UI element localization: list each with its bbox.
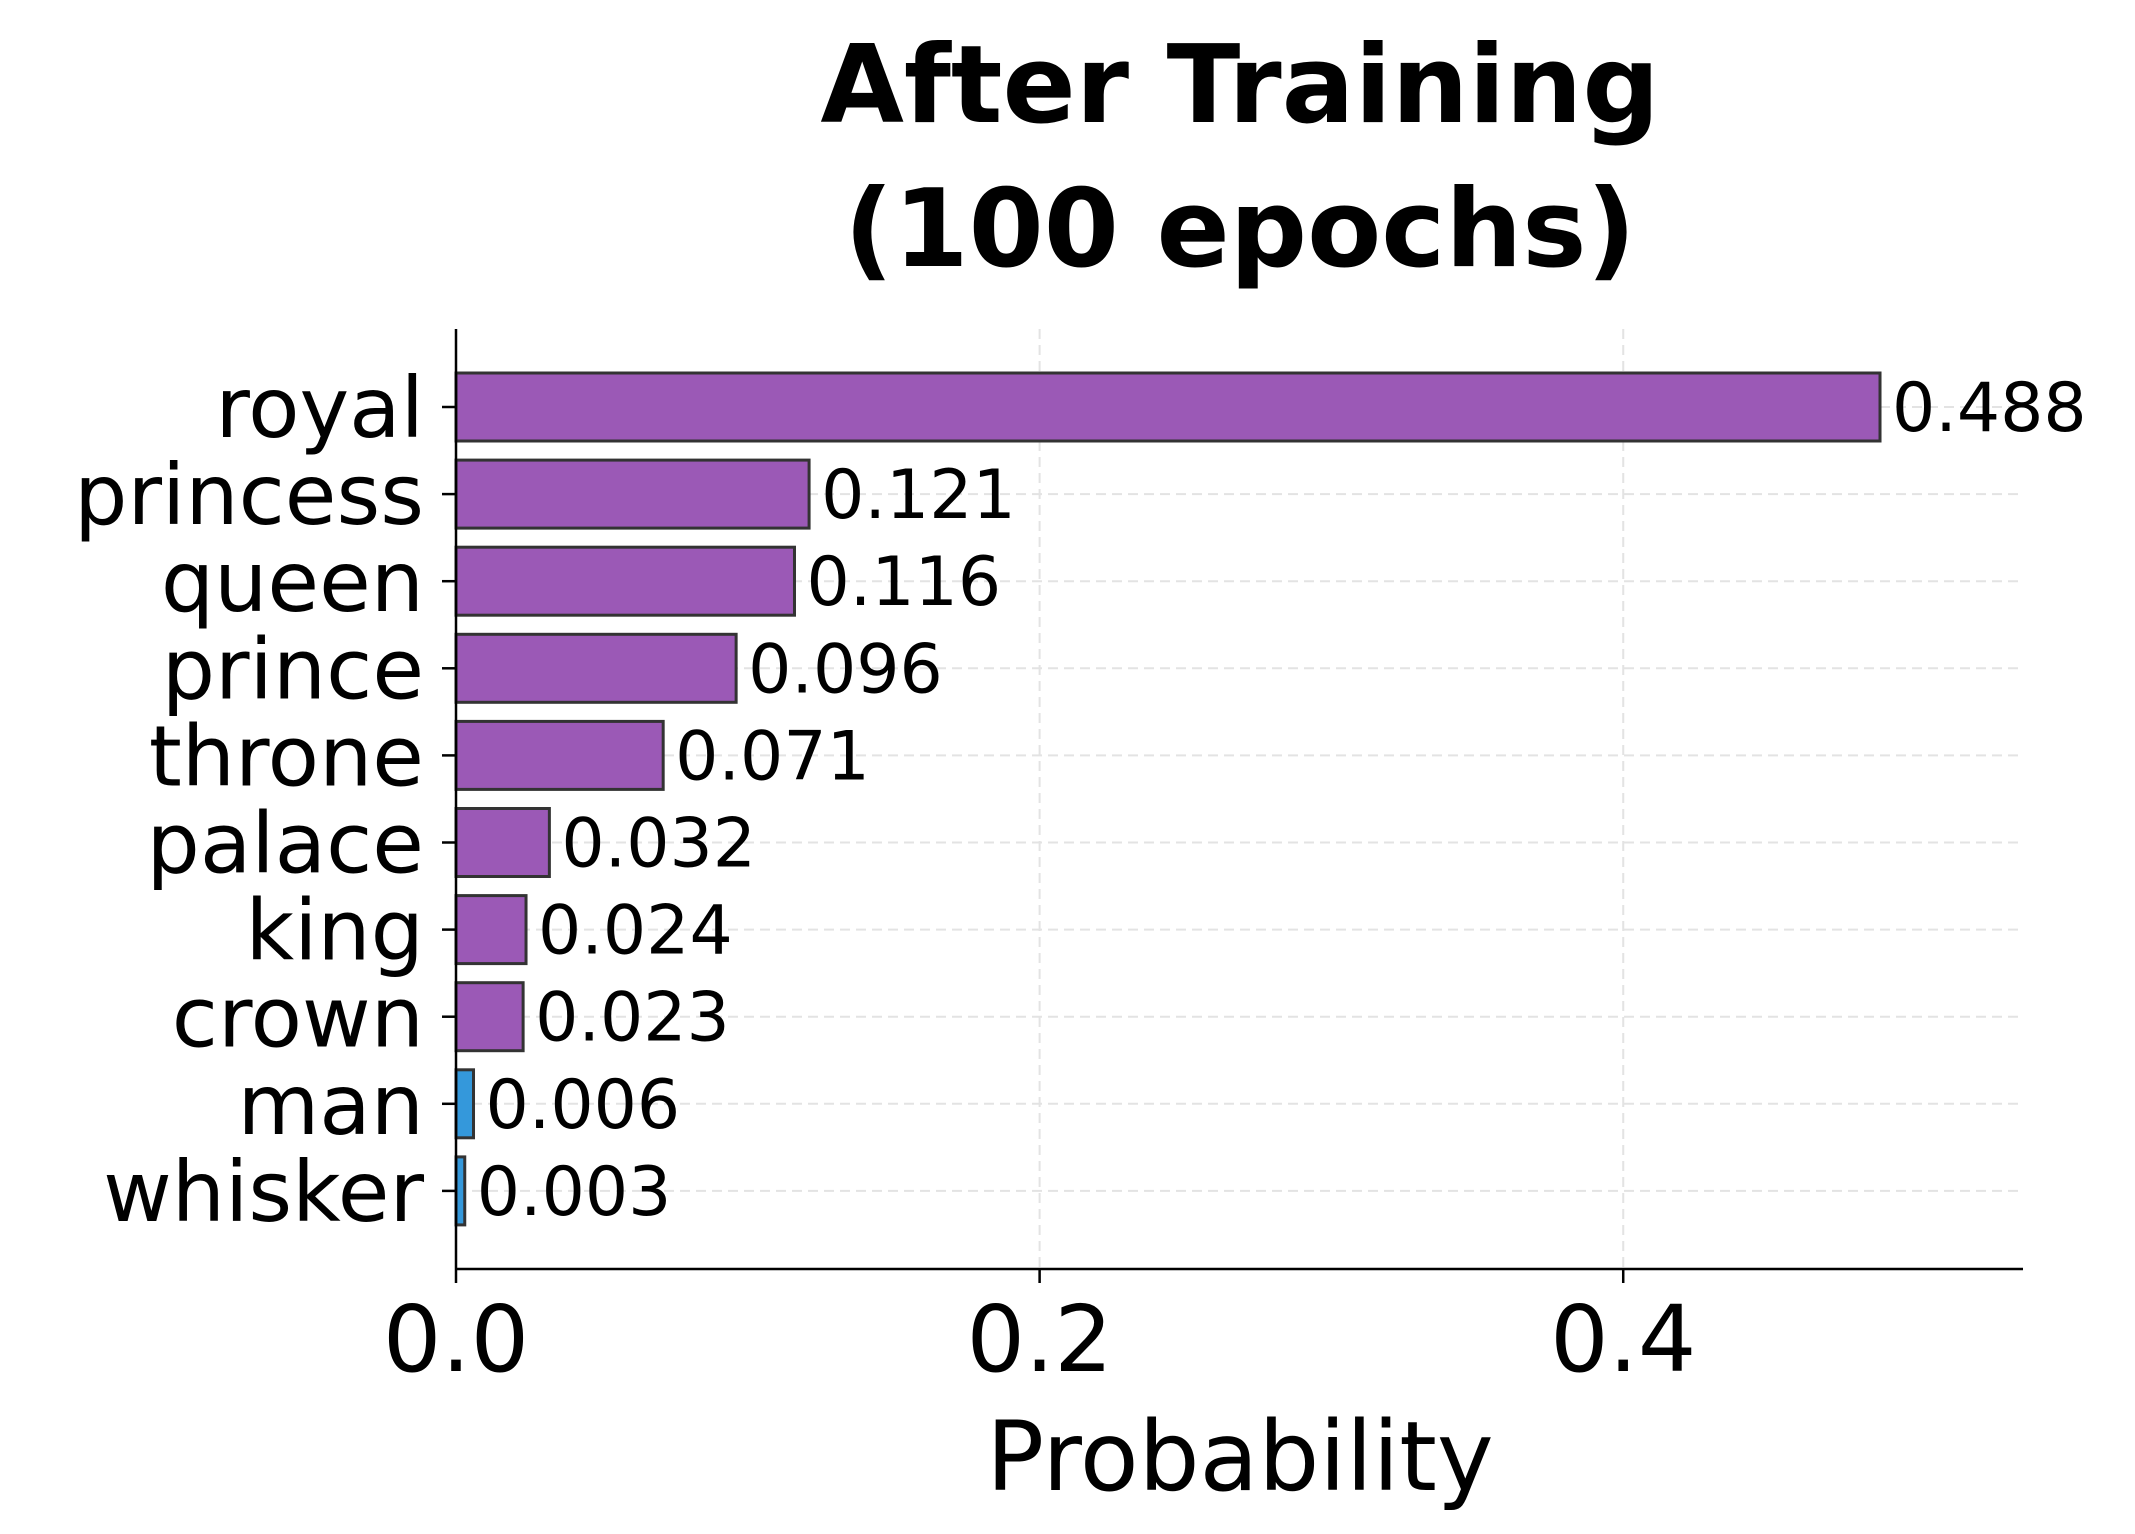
y-tick-label-king: king [245, 882, 424, 980]
bar-crown [454, 981, 525, 1053]
y-tick-label-throne: throne [149, 707, 424, 805]
bar-prince [454, 632, 738, 704]
x-tick-label: 0.2 [966, 1286, 1112, 1393]
bar-man [454, 1068, 476, 1140]
y-tick-label-prince: prince [162, 620, 424, 718]
value-label-queen: 0.116 [806, 543, 1001, 622]
x-tick-label: 0.4 [1550, 1286, 1696, 1393]
value-label-royal: 0.488 [1892, 369, 2087, 448]
x-axis-label: Probability [986, 1401, 1493, 1513]
x-tick-label: 0.0 [383, 1286, 529, 1393]
bar-throne [454, 719, 665, 791]
value-label-princess: 0.121 [821, 456, 1016, 535]
bar-princess [454, 458, 811, 530]
value-label-crown: 0.023 [535, 979, 730, 1058]
value-label-prince: 0.096 [748, 630, 943, 709]
value-label-king: 0.024 [538, 892, 733, 971]
y-tick-label-princess: princess [74, 446, 424, 544]
bar-royal [454, 371, 1882, 443]
y-tick-label-crown: crown [172, 969, 424, 1067]
bar-queen [454, 545, 796, 617]
value-label-man: 0.006 [486, 1066, 681, 1145]
value-label-palace: 0.032 [561, 805, 756, 884]
chart-title-line-2: (100 epochs) [844, 167, 1636, 292]
bars: 0.488 0.121 0.116 0.096 0.071 0.032 0.024 0.023… [454, 369, 2087, 1232]
bar-whisker [454, 1155, 467, 1227]
chart-title-line-1: After Training [820, 23, 1659, 148]
bar-king [454, 894, 528, 966]
y-tick-label-queen: queen [161, 533, 424, 631]
bar-palace [454, 807, 551, 878]
y-tick-label-whisker: whisker [103, 1143, 424, 1241]
axes: royalprincessqueenprincethronepalaceking… [74, 329, 2023, 1393]
y-tick-label-palace: palace [147, 795, 424, 893]
y-tick-label-royal: royal [215, 359, 424, 457]
value-label-throne: 0.071 [675, 717, 870, 796]
y-tick-label-man: man [237, 1056, 424, 1154]
value-label-whisker: 0.003 [477, 1153, 672, 1232]
